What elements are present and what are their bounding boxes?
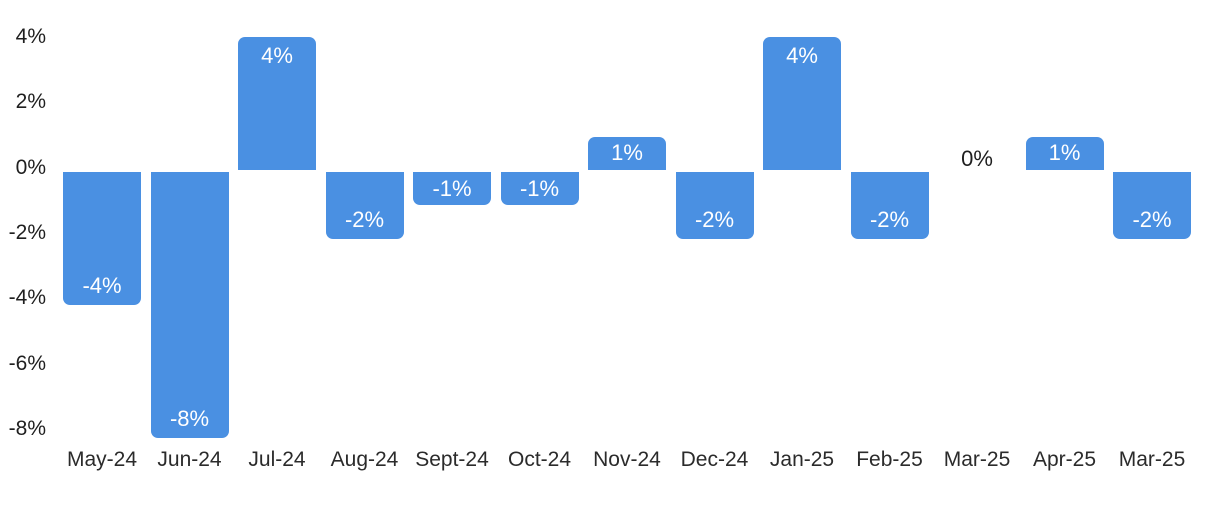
bar-value-label: -2% xyxy=(694,206,735,232)
y-axis-tick-label: 0% xyxy=(15,155,46,179)
y-axis-tick-label: -8% xyxy=(8,417,46,441)
bar-value-label: -1% xyxy=(519,175,560,201)
bar-sept-24: -1% xyxy=(413,172,491,206)
bar-nov-24: 1% xyxy=(588,136,666,170)
bar-value-label: -8% xyxy=(169,406,210,432)
x-axis-label: May-24 xyxy=(66,448,138,471)
y-axis-tick-label: -2% xyxy=(8,220,46,244)
bar-value-label: -4% xyxy=(82,273,122,299)
y-axis-tick-label: 2% xyxy=(15,90,46,114)
bar-may-24: -4% xyxy=(63,172,141,306)
bar-value-label: 4% xyxy=(786,42,818,68)
x-axis-label: Sept-24 xyxy=(415,448,489,471)
bar-value-label: 1% xyxy=(1048,140,1081,166)
bar-mar-25: -2% xyxy=(1113,172,1191,239)
bar-oct-24: -1% xyxy=(500,172,579,206)
zero-value-label: 0% xyxy=(961,146,993,171)
x-axis-label: Mar-25 xyxy=(943,448,1011,471)
x-axis-label: Jan-25 xyxy=(769,448,835,471)
x-axis-label: Dec-24 xyxy=(680,448,749,471)
x-axis-label: Oct-24 xyxy=(507,448,572,471)
bar-jul-24: 4% xyxy=(238,36,316,170)
y-axis-tick-label: 4% xyxy=(15,24,46,48)
bar-value-label: -2% xyxy=(869,206,910,232)
x-axis-label: Apr-25 xyxy=(1032,448,1097,471)
bar-value-label: 1% xyxy=(611,140,643,166)
bar-value-label: 4% xyxy=(261,42,293,68)
bar-value-label: -2% xyxy=(344,206,385,232)
x-axis-label: Jul-24 xyxy=(248,448,306,471)
bar-jan-25: 4% xyxy=(763,36,841,170)
x-axis-label: Nov-24 xyxy=(593,448,661,471)
bar-dec-24: -2% xyxy=(675,172,754,239)
x-axis-label: Feb-25 xyxy=(856,448,923,471)
x-axis-label: Jun-24 xyxy=(157,448,222,471)
x-axis-label: Aug-24 xyxy=(330,448,399,471)
bar-jun-24: -8% xyxy=(150,172,229,439)
bar-aug-24: -2% xyxy=(325,172,404,239)
y-axis-tick-label: -4% xyxy=(8,286,46,310)
y-axis-tick-label: -6% xyxy=(8,351,46,375)
bar-apr-25: 1% xyxy=(1025,136,1104,170)
bar-value-label: -2% xyxy=(1132,206,1172,232)
bar-value-label: -1% xyxy=(432,175,472,201)
bar-feb-25: -2% xyxy=(850,172,929,239)
x-axis-label: Mar-25 xyxy=(1118,448,1186,471)
